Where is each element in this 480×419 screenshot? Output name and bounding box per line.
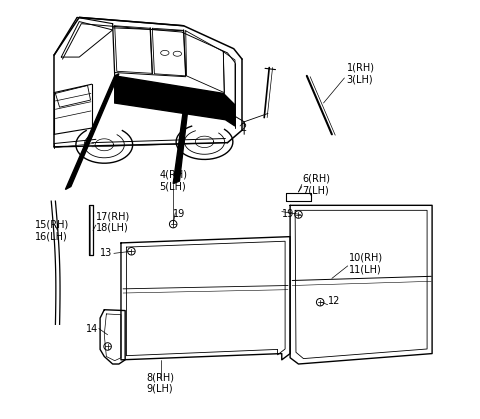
Text: 1(RH)
3(LH): 1(RH) 3(LH) — [347, 63, 374, 85]
Text: 13: 13 — [100, 248, 113, 259]
Text: 12: 12 — [328, 296, 340, 306]
Text: 15(RH)
16(LH): 15(RH) 16(LH) — [36, 220, 70, 241]
Polygon shape — [173, 92, 190, 184]
Polygon shape — [65, 74, 119, 189]
Text: 19: 19 — [282, 209, 294, 219]
Text: 10(RH)
11(LH): 10(RH) 11(LH) — [348, 253, 383, 274]
Text: 6(RH)
7(LH): 6(RH) 7(LH) — [303, 173, 331, 195]
Text: 8(RH)
9(LH): 8(RH) 9(LH) — [147, 372, 175, 393]
Polygon shape — [115, 76, 235, 126]
Text: 4(RH)
5(LH): 4(RH) 5(LH) — [159, 169, 187, 191]
Text: 19: 19 — [173, 209, 185, 219]
Text: 14: 14 — [86, 323, 98, 334]
Text: 17(RH)
18(LH): 17(RH) 18(LH) — [96, 211, 130, 233]
Text: 2: 2 — [240, 123, 246, 133]
